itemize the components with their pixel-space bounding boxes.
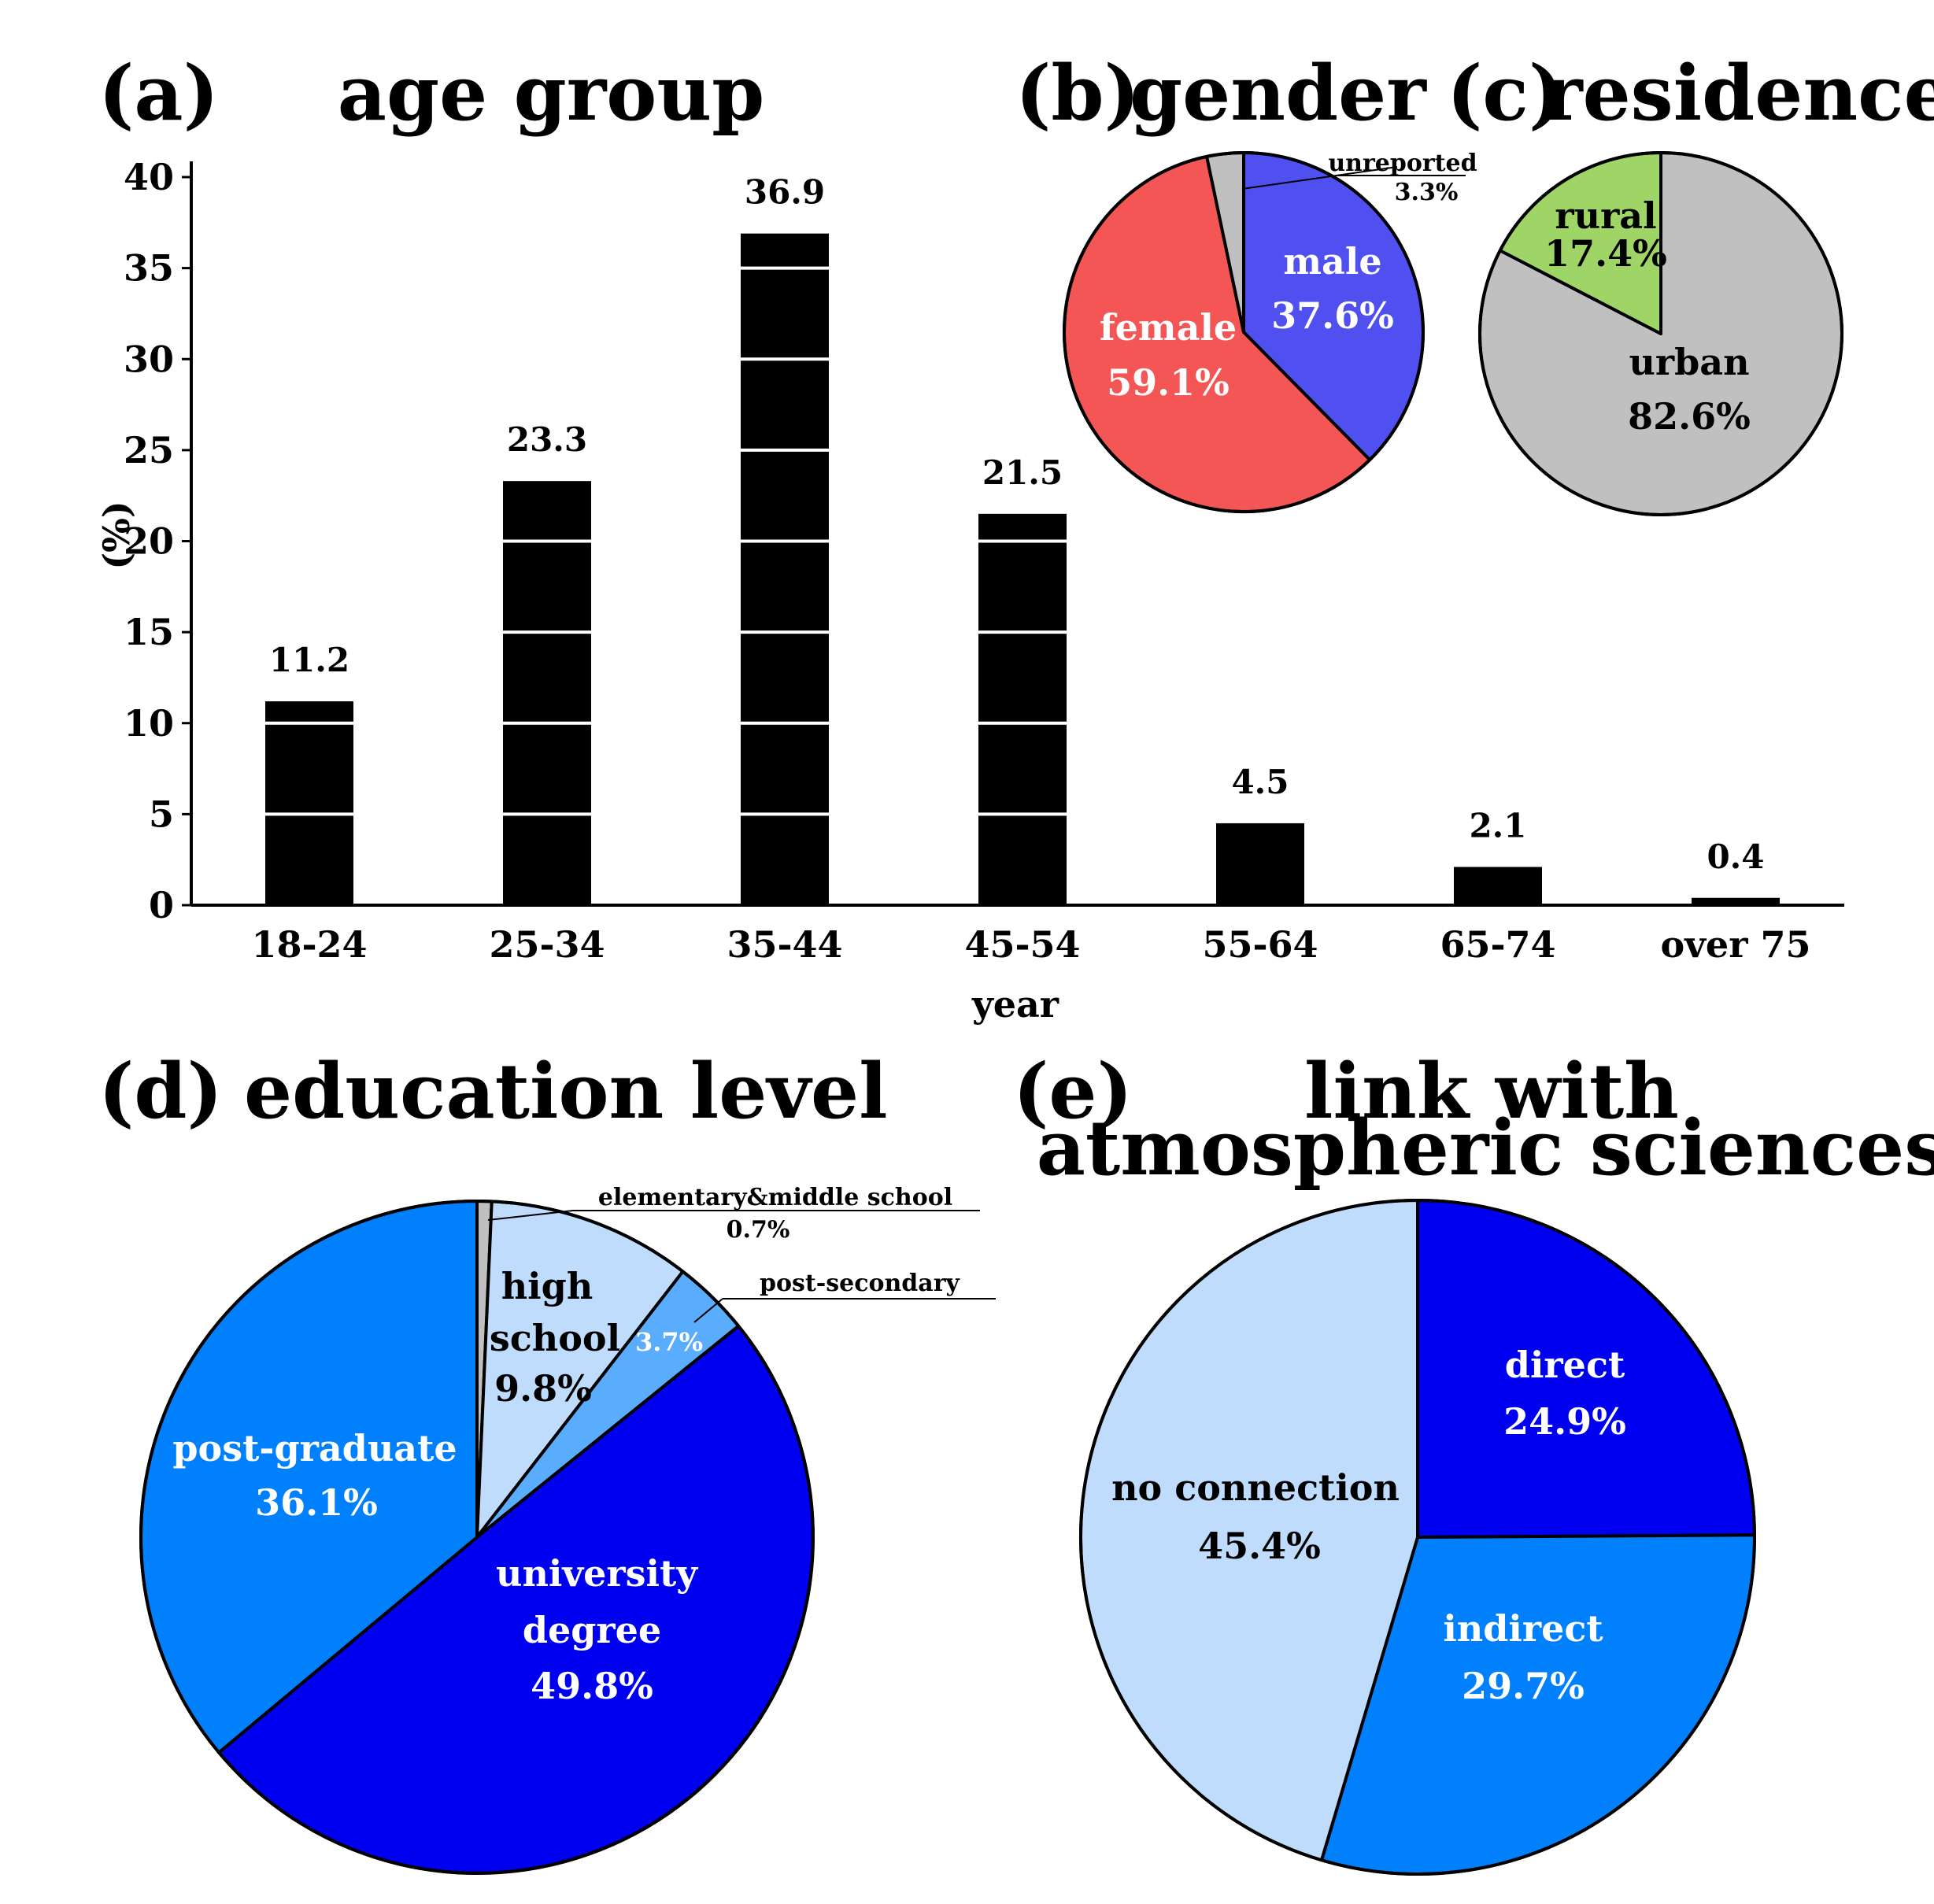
y-tick-label: 20 (124, 520, 174, 563)
x-tick-label-25-34: 25-34 (489, 923, 605, 966)
panel-d-education-level: (d) education level elementary&middle sc… (98, 1047, 996, 1875)
indirect-percent: 29.7% (1462, 1665, 1585, 1707)
value-label-over-75: 0.4 (1707, 837, 1764, 876)
y-tick-label: 5 (149, 793, 174, 835)
x-tick-label-65-74: 65-74 (1440, 923, 1555, 966)
bar-18-24 (265, 701, 353, 905)
x-tick-label-35-44: 35-44 (727, 923, 842, 966)
pie-outline (1478, 151, 1843, 516)
panel-b-gender: (b) gender unreported 3.3% male 37.6% fe… (1015, 49, 1477, 513)
high-school-percent: 9.8% (494, 1367, 592, 1410)
direct-name: direct (1505, 1344, 1625, 1386)
gender-pie (1063, 151, 1425, 513)
unreported-callout: unreported 3.3% (1241, 150, 1477, 206)
pie-outline (139, 1200, 815, 1875)
panel-e-title-line1: link with (1304, 1047, 1679, 1136)
post-secondary-percent: 3.7% (635, 1327, 703, 1357)
post-secondary-name: post-secondary (760, 1270, 960, 1297)
x-tick-label-18-24: 18-24 (251, 923, 367, 966)
rural-name: rural (1555, 194, 1656, 237)
indirect-name: indirect (1443, 1607, 1603, 1650)
pie-outline (1063, 151, 1425, 513)
y-tick-label: 15 (124, 611, 174, 653)
post-graduate-name: post-graduate (172, 1427, 457, 1470)
y-tick-label: 10 (124, 702, 174, 745)
y-tick-label: 25 (124, 429, 174, 471)
y-tick-label: 30 (124, 338, 174, 380)
elementary-name: elementary&middle school (598, 1184, 952, 1211)
post-secondary-callout: post-secondary 3.7% (635, 1270, 996, 1357)
university-name-line1: university (496, 1552, 698, 1595)
urban-percent: 82.6% (1628, 395, 1751, 438)
university-name-line2: degree (523, 1609, 661, 1651)
panel-d-title: education level (244, 1047, 888, 1136)
value-label-55-64: 4.5 (1231, 763, 1289, 801)
post-graduate-percent: 36.1% (255, 1481, 378, 1524)
post-secondary-leader-line (693, 1298, 723, 1323)
unreported-percent: 3.3% (1395, 179, 1459, 206)
x-axis-label: year (971, 983, 1059, 1026)
y-tick-label: 0 (149, 884, 174, 926)
panel-e-title-line2: atmospheric sciences (1037, 1104, 1934, 1192)
unreported-leader-line (1241, 166, 1398, 190)
value-label-18-24: 11.2 (269, 641, 349, 679)
rural-percent: 17.4% (1544, 232, 1667, 275)
value-label-45-54: 21.5 (982, 453, 1063, 492)
female-percent: 59.1% (1107, 361, 1230, 404)
bar-35-44 (741, 233, 829, 905)
no-connection-name: no connection (1111, 1466, 1400, 1509)
bar-over-75 (1692, 897, 1780, 905)
link-pie (1078, 1199, 1756, 1876)
y-axis-label: (%) (95, 501, 138, 569)
bar-65-74 (1454, 867, 1542, 905)
value-label-35-44: 36.9 (745, 173, 825, 212)
male-name: male (1283, 240, 1381, 283)
urban-name: urban (1629, 341, 1749, 383)
high-school-name-line2: school (490, 1317, 620, 1359)
high-school-name-line1: high (501, 1265, 594, 1307)
panel-d-letter: (d) (98, 1047, 223, 1136)
panel-e-link-atmospheric-sciences: (e) link with atmospheric sciences direc… (1013, 1047, 1934, 1876)
y-tick-label: 35 (124, 247, 174, 290)
bar-45-54 (978, 513, 1067, 905)
panel-a-letter: (a) (98, 49, 219, 138)
panel-c-letter: (c) (1447, 49, 1564, 138)
panel-c-residence: (c) residence rural 17.4% urban 82.6% (1447, 49, 1934, 516)
male-percent: 37.6% (1271, 294, 1394, 337)
unreported-name: unreported (1328, 150, 1477, 177)
elementary-percent: 0.7% (727, 1216, 790, 1244)
value-label-65-74: 2.1 (1469, 806, 1526, 845)
pie-outline (1079, 1199, 1756, 1876)
panel-e-letter: (e) (1013, 1047, 1133, 1136)
education-pie (139, 1199, 815, 1875)
panel-b-letter: (b) (1015, 49, 1140, 138)
panel-c-title: residence (1543, 49, 1934, 138)
direct-percent: 24.9% (1503, 1400, 1626, 1443)
female-name: female (1100, 306, 1237, 349)
bar-25-34 (503, 481, 591, 905)
panel-a-age-group: (a) age group (%) year 0 5 10 15 20 25 30 35 40 1… (95, 49, 1844, 1026)
x-tick-label-45-54: 45-54 (964, 923, 1080, 966)
value-label-25-34: 23.3 (507, 420, 587, 459)
bar-55-64 (1216, 823, 1304, 905)
panel-a-title: age group (338, 49, 764, 138)
elementary-callout: elementary&middle school 0.7% (487, 1184, 980, 1244)
x-tick-label-55-64: 55-64 (1202, 923, 1318, 966)
panel-b-title: gender (1130, 49, 1427, 138)
bar-layer: 0 5 10 15 20 25 30 35 40 11.2 18-24 23.3 25-34 36.9 35… (124, 156, 1844, 966)
y-tick-label: 40 (124, 156, 174, 198)
elementary-leader-line (487, 1210, 574, 1221)
university-percent: 49.8% (531, 1665, 653, 1707)
residence-pie (1478, 151, 1843, 516)
no-connection-percent: 45.4% (1198, 1525, 1321, 1567)
x-tick-label-over-75: over 75 (1661, 923, 1811, 966)
